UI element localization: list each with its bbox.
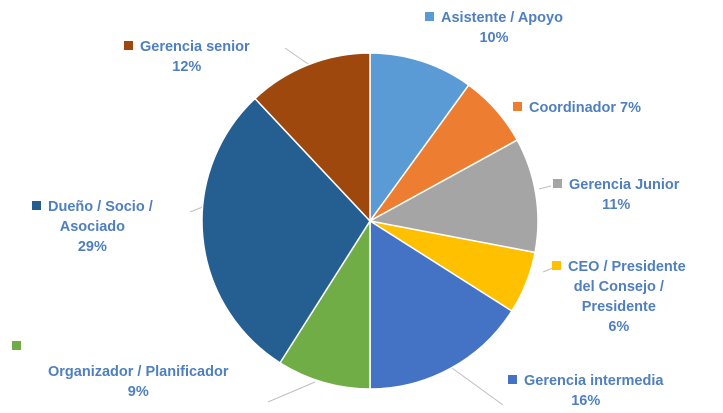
label-asistente: Asistente / Apoyo 10%: [425, 8, 563, 48]
leader-line-gerencia-senior: [284, 47, 312, 67]
label-gerencia-senior-line2: 12%: [172, 59, 202, 75]
label-gerencia-intermedia: Gerencia intermedia 16%: [508, 371, 663, 411]
leader-line-gerencia-intermedia: [451, 367, 504, 406]
label-dueno-line2: Asociado: [59, 219, 125, 235]
pie-slice-asistente: [369, 52, 470, 224]
swatch-asistente: [425, 12, 434, 21]
label-asistente-line2: 10%: [479, 30, 509, 46]
label-gerencia-intermedia-line2: 16%: [571, 393, 601, 409]
label-gerencia-intermedia-line1: Gerencia intermedia: [524, 373, 664, 389]
label-ceo-line1: CEO / Presidente: [568, 259, 686, 275]
leader-line-ceo: [542, 267, 554, 273]
label-organizador-swatch-wrap: [12, 341, 21, 350]
pie-slices: [201, 52, 539, 390]
label-dueno-line3: 29%: [77, 239, 107, 255]
swatch-gerencia-senior: [124, 41, 133, 50]
swatch-gerencia-junior: [553, 179, 562, 188]
leader-lines: [189, 47, 554, 406]
swatch-coordinador: [513, 102, 522, 111]
label-ceo-line2: del Consejo /: [573, 279, 664, 295]
label-organizador-line2: 9%: [127, 384, 149, 400]
label-gerencia-senior-line1: Gerencia senior: [140, 39, 250, 55]
label-dueno: Dueño / Socio / Asociado 29%: [32, 197, 153, 257]
label-ceo-line3: Presidente: [581, 299, 656, 315]
label-gerencia-junior: Gerencia Junior 11%: [553, 175, 679, 215]
label-ceo: CEO / Presidente del Consejo / President…: [552, 257, 686, 337]
label-gerencia-junior-line2: 11%: [602, 197, 631, 213]
swatch-dueno: [32, 201, 41, 210]
pie-slice-gerencia-senior: [253, 52, 371, 223]
label-organizador: Organizador / Planificador 9%: [48, 362, 228, 402]
label-asistente-line1: Asistente / Apoyo: [441, 10, 563, 26]
pie-slice-organizador: [278, 218, 371, 390]
label-dueno-line1: Dueño / Socio /: [48, 199, 153, 215]
pie-slice-gerencia-intermedia: [369, 219, 513, 390]
pie-slice-dueno: [201, 97, 371, 364]
label-gerencia-junior-line1: Gerencia Junior: [569, 177, 680, 193]
pie-slice-gerencia-junior: [367, 139, 539, 254]
swatch-ceo: [552, 261, 561, 270]
swatch-gerencia-intermedia: [508, 375, 517, 384]
label-coordinador-line1: Coordinador 7%: [529, 100, 641, 116]
swatch-organizador: [12, 341, 21, 350]
label-coordinador: Coordinador 7%: [513, 98, 641, 118]
leader-line-gerencia-junior: [538, 185, 552, 190]
label-organizador-line1: Organizador / Planificador: [48, 364, 229, 380]
label-gerencia-senior: Gerencia senior 12%: [124, 37, 250, 77]
label-ceo-line4: 6%: [608, 319, 630, 335]
leader-line-organizador: [267, 381, 316, 403]
